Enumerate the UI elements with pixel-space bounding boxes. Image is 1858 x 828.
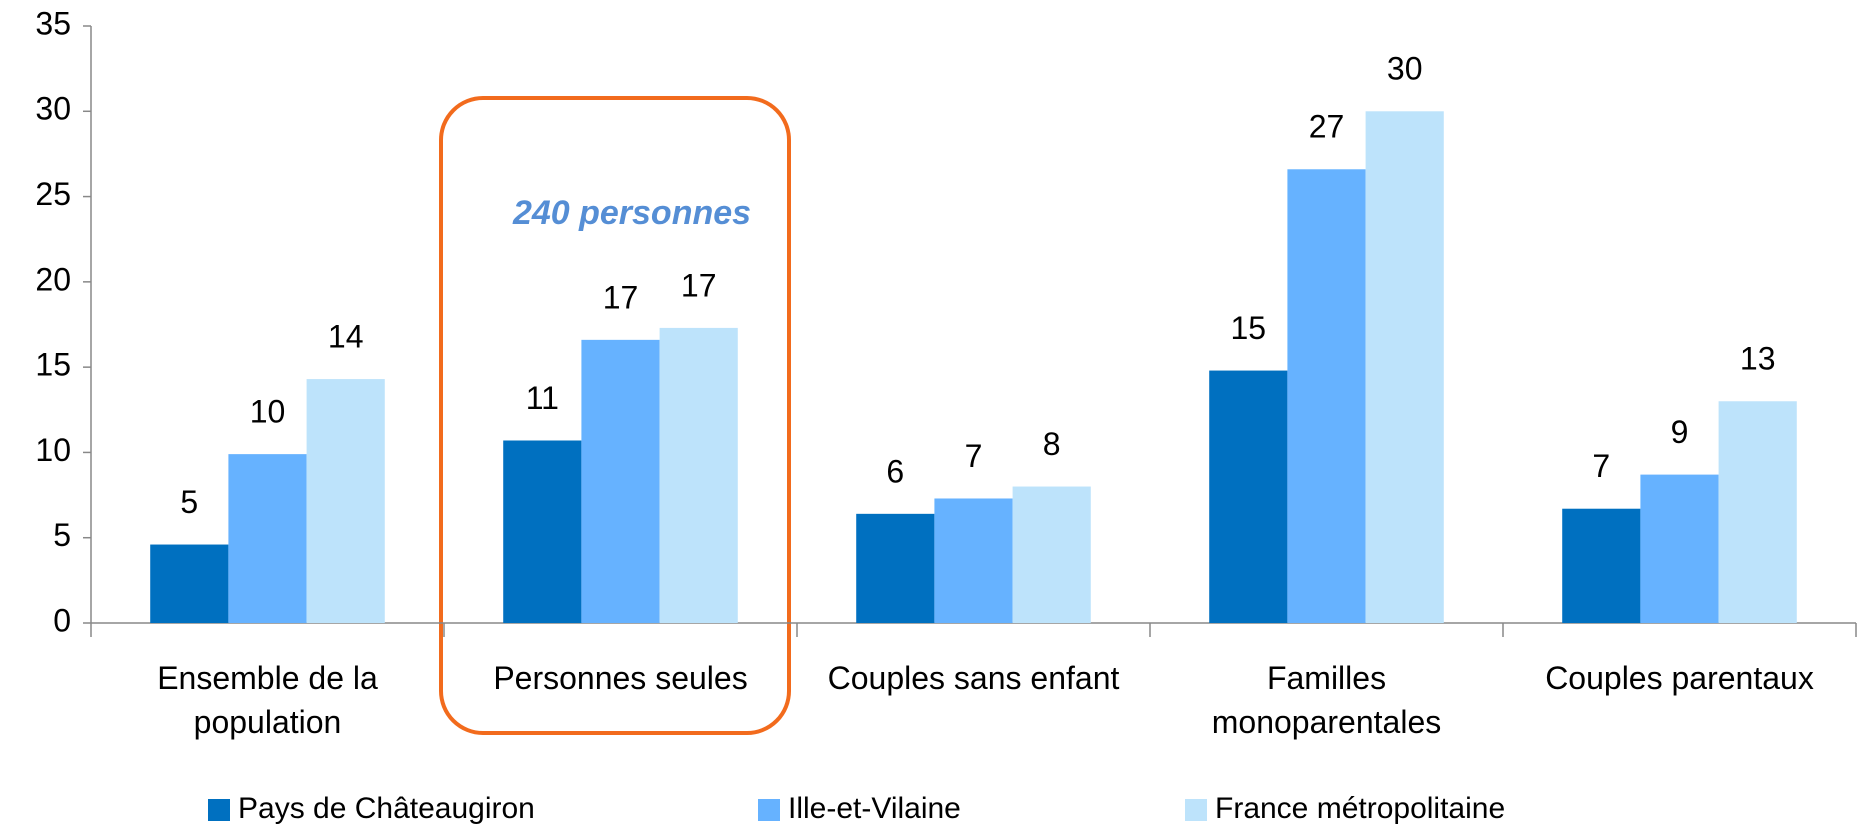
value-label: 17 [681, 267, 717, 303]
value-label: 27 [1309, 109, 1345, 145]
legend-swatch [1185, 799, 1207, 821]
y-tick-label: 30 [35, 91, 71, 127]
value-label: 9 [1671, 414, 1689, 450]
y-tick-label: 35 [35, 5, 71, 41]
value-label: 5 [180, 484, 198, 520]
bar [581, 339, 660, 623]
value-label: 6 [886, 453, 904, 489]
bar [1718, 401, 1797, 623]
bar [1012, 486, 1091, 623]
bar [1562, 508, 1641, 623]
y-tick-label: 10 [35, 432, 71, 468]
value-label: 15 [1231, 310, 1267, 346]
y-tick-label: 15 [35, 347, 71, 383]
y-tick-label: 25 [35, 176, 71, 212]
bar [503, 440, 582, 623]
legend-label: Pays de Châteaugiron [238, 792, 535, 825]
bar [1287, 169, 1366, 623]
x-tick-label: Familles monoparentales [1211, 660, 1442, 740]
value-label: 8 [1043, 426, 1061, 462]
y-tick-label: 5 [53, 517, 71, 553]
legend-label: France métropolitaine [1215, 792, 1505, 825]
bar [856, 513, 935, 623]
x-tick-label: Couples sans enfant [827, 660, 1120, 696]
highlight-box [439, 96, 791, 735]
bar [228, 454, 307, 623]
y-tick-label: 0 [53, 602, 71, 638]
value-label: 13 [1740, 341, 1776, 377]
x-tick-label: Personnes seules [493, 660, 748, 696]
value-label: 17 [603, 279, 639, 315]
legend-swatch [758, 799, 780, 821]
bar [934, 498, 1013, 623]
value-label: 14 [328, 319, 364, 355]
legend-swatch [208, 799, 230, 821]
bar [1209, 370, 1288, 623]
bar [150, 544, 229, 623]
bar [306, 379, 385, 623]
x-tick-label: Couples parentaux [1545, 660, 1814, 696]
value-label: 7 [1592, 448, 1610, 484]
value-label: 7 [965, 438, 983, 474]
legend-label: Ille-et-Vilaine [788, 792, 961, 825]
annotation: 240 personnes [512, 194, 751, 232]
x-tick-label: Ensemble de la population [157, 660, 378, 740]
bar [1365, 111, 1444, 624]
value-label: 11 [526, 380, 559, 416]
bar [1640, 474, 1719, 623]
y-tick-label: 20 [35, 261, 71, 297]
value-label: 30 [1387, 51, 1423, 87]
value-label: 10 [250, 394, 286, 430]
bar [659, 327, 738, 623]
